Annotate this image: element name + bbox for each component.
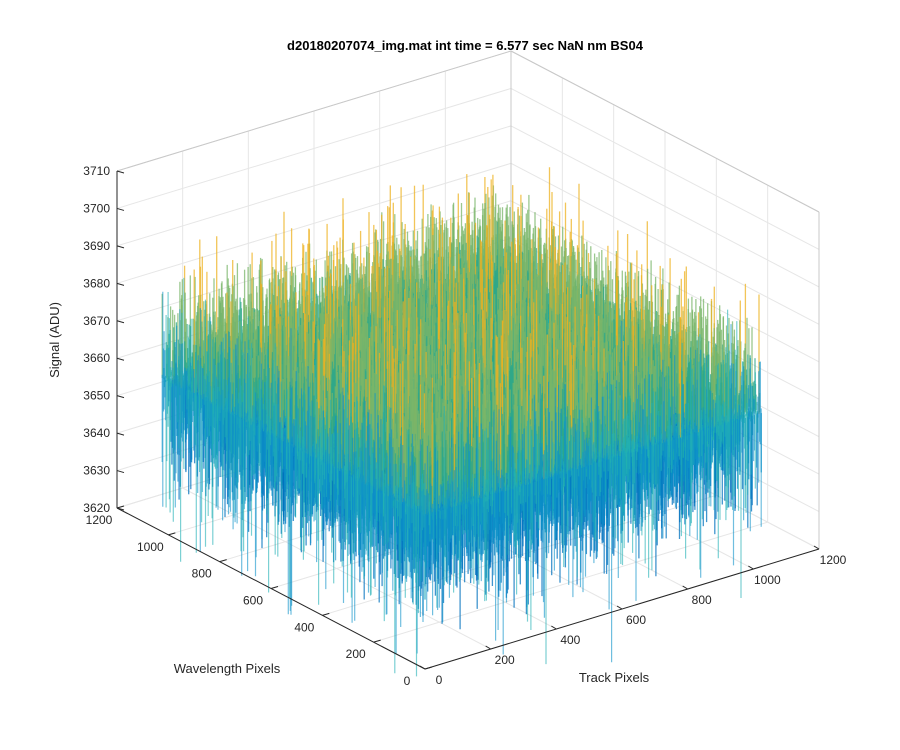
surface-chart: 0200400600800100012000200400600800100012… bbox=[0, 0, 900, 750]
figure: 0 200 400 600 800 1000 1200 0 200 400 600 800 1000 12… bbox=[0, 0, 900, 750]
